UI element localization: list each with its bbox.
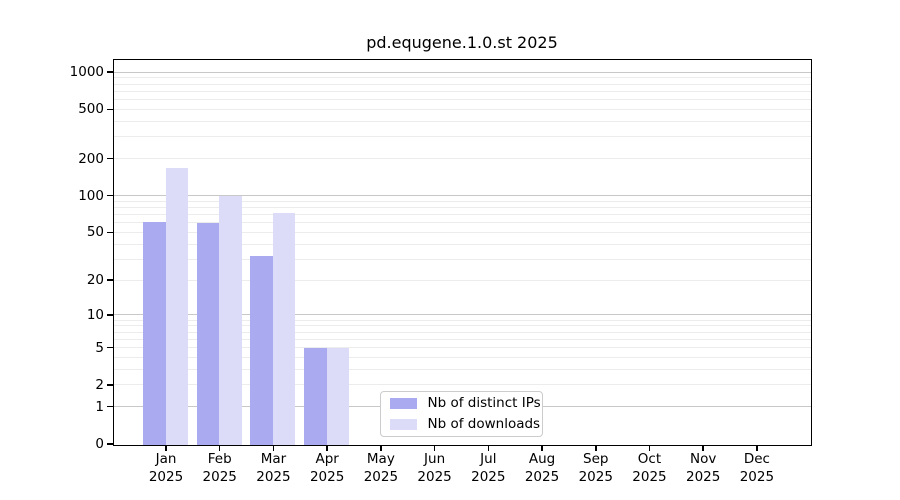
y-tick-mark-50 [107, 231, 113, 234]
gridline-major-100 [113, 195, 811, 197]
chart-title: pd.equgene.1.0.st 2025 [366, 33, 558, 52]
gridline-minor-50 [113, 231, 811, 233]
gridline-minor-20 [113, 279, 811, 281]
x-tick-mark-oct [648, 445, 651, 451]
y-tick-label-10: 10 [86, 306, 104, 323]
bar-nb-of-distinct-ips-apr [304, 348, 327, 445]
x-tick-label-jun: Jun 2025 [417, 451, 452, 485]
gridline-minor-500 [113, 108, 811, 110]
y-tick-label-1000: 1000 [69, 64, 104, 81]
y-tick-label-20: 20 [86, 272, 104, 289]
x-tick-label-feb: Feb 2025 [202, 451, 237, 485]
x-tick-label-sep: Sep 2025 [578, 451, 613, 485]
bar-nb-of-downloads-apr [326, 348, 350, 445]
gridline-minor-8 [113, 325, 811, 327]
x-tick-label-dec: Dec 2025 [739, 451, 775, 485]
y-tick-mark-20 [107, 279, 113, 281]
legend-item-distinct-ips: Nb of distinct IPs [389, 395, 542, 412]
gridline-minor-900 [113, 77, 811, 79]
x-tick-mark-jun [433, 445, 436, 451]
x-tick-label-may: May 2025 [363, 451, 399, 485]
x-tick-label-jan: Jan 2025 [148, 451, 184, 485]
gridline-minor-60 [113, 222, 811, 224]
y-tick-label-500: 500 [78, 101, 104, 118]
x-tick-mark-dec [756, 445, 758, 451]
gridline-minor-800 [113, 83, 811, 85]
gridline-minor-700 [113, 90, 811, 92]
y-tick-mark-100 [107, 194, 113, 197]
bar-nb-of-distinct-ips-feb [196, 223, 220, 445]
x-tick-mark-feb [218, 445, 221, 451]
legend-label-distinct-ips: Nb of distinct IPs [427, 395, 541, 411]
gridline-major-10 [113, 314, 811, 316]
gridline-minor-70 [113, 214, 811, 216]
legend-swatch-downloads [389, 418, 417, 430]
gridline-minor-90 [113, 200, 811, 202]
y-tick-mark-10 [107, 314, 113, 316]
x-tick-mark-may [380, 445, 382, 451]
bar-nb-of-distinct-ips-mar [250, 256, 273, 445]
y-tick-mark-5 [107, 346, 113, 349]
gridline-major-1000 [113, 71, 811, 73]
gridline-minor-80 [113, 206, 811, 208]
x-tick-mark-aug [541, 445, 543, 451]
x-tick-mark-jul [487, 445, 490, 451]
gridline-minor-40 [113, 243, 811, 245]
x-tick-mark-sep [595, 445, 597, 451]
x-tick-mark-nov [702, 445, 704, 451]
y-tick-mark-0 [107, 443, 113, 445]
y-tick-mark-1000 [107, 71, 113, 73]
gridline-minor-400 [113, 120, 811, 122]
bar-nb-of-downloads-mar [272, 212, 296, 445]
y-tick-label-100: 100 [78, 187, 104, 204]
x-tick-mark-mar [272, 445, 275, 451]
x-tick-label-nov: Nov 2025 [686, 451, 721, 485]
x-tick-mark-apr [326, 445, 328, 451]
gridline-minor-30 [113, 258, 811, 260]
gridline-minor-5 [113, 347, 811, 349]
y-tick-label-5: 5 [95, 339, 104, 356]
x-tick-label-oct: Oct 2025 [632, 451, 667, 485]
x-tick-label-aug: Aug 2025 [524, 451, 560, 485]
y-tick-label-2: 2 [95, 376, 104, 393]
gridline-minor-2 [113, 384, 811, 386]
y-tick-label-1: 1 [95, 398, 104, 415]
x-tick-label-mar: Mar 2025 [256, 451, 291, 485]
gridline-minor-9 [113, 319, 811, 321]
bar-nb-of-distinct-ips-jan [143, 221, 166, 445]
legend-item-downloads: Nb of downloads [389, 416, 542, 433]
y-tick-label-0: 0 [95, 436, 104, 452]
y-tick-label-50: 50 [86, 224, 104, 241]
legend: Nb of distinct IPs Nb of downloads [379, 390, 543, 437]
plot-area: Nb of distinct IPs Nb of downloads [112, 58, 812, 446]
y-tick-label-200: 200 [78, 150, 104, 167]
gridline-minor-7 [113, 331, 811, 333]
gridline-minor-200 [113, 158, 811, 160]
legend-swatch-distinct-ips [389, 397, 417, 409]
legend-label-downloads: Nb of downloads [427, 416, 541, 432]
gridline-minor-300 [113, 136, 811, 138]
x-tick-label-apr: Apr 2025 [309, 451, 345, 485]
gridline-minor-4 [113, 356, 811, 358]
gridline-minor-6 [113, 338, 811, 340]
x-tick-label-jul: Jul 2025 [471, 451, 506, 485]
y-tick-mark-200 [107, 157, 113, 160]
gridline-minor-3 [113, 368, 811, 370]
y-tick-mark-2 [107, 384, 113, 386]
bar-nb-of-downloads-jan [165, 167, 188, 445]
bar-nb-of-downloads-feb [219, 196, 242, 445]
y-tick-mark-500 [107, 108, 113, 111]
x-tick-mark-jan [165, 445, 167, 451]
y-tick-mark-1 [107, 405, 113, 408]
gridline-minor-600 [113, 99, 811, 101]
